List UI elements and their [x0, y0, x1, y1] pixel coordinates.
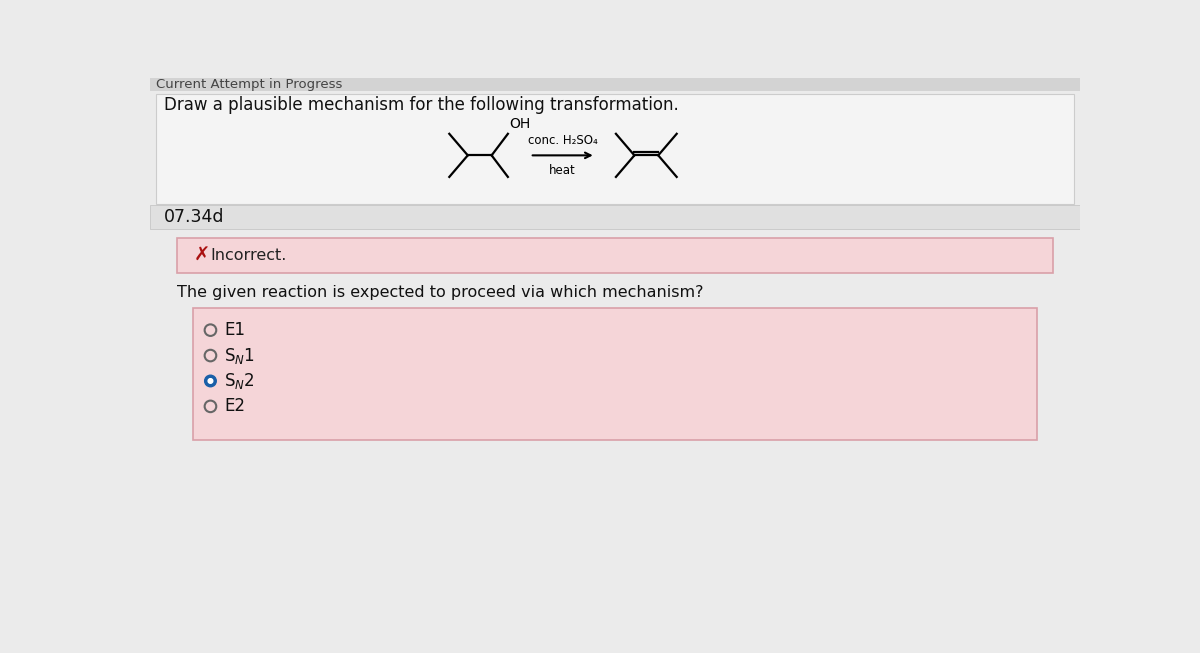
Text: E2: E2	[224, 398, 246, 415]
FancyBboxPatch shape	[150, 78, 1080, 91]
Text: S$_N$1: S$_N$1	[224, 345, 256, 366]
Circle shape	[208, 379, 212, 383]
Circle shape	[205, 375, 216, 387]
FancyBboxPatch shape	[150, 206, 1080, 229]
FancyBboxPatch shape	[156, 94, 1074, 204]
Text: Incorrect.: Incorrect.	[210, 248, 287, 263]
Text: OH: OH	[510, 117, 530, 131]
FancyBboxPatch shape	[193, 308, 1037, 440]
Text: Draw a plausible mechanism for the following transformation.: Draw a plausible mechanism for the follo…	[164, 96, 679, 114]
Text: The given reaction is expected to proceed via which mechanism?: The given reaction is expected to procee…	[178, 285, 703, 300]
Text: ✗: ✗	[193, 246, 210, 265]
Text: heat: heat	[550, 164, 576, 177]
Text: 07.34d: 07.34d	[164, 208, 224, 226]
Text: E1: E1	[224, 321, 246, 339]
Text: conc. H₂SO₄: conc. H₂SO₄	[528, 134, 598, 147]
Text: Current Attempt in Progress: Current Attempt in Progress	[156, 78, 342, 91]
FancyBboxPatch shape	[178, 238, 1052, 273]
Text: S$_N$2: S$_N$2	[224, 371, 256, 391]
